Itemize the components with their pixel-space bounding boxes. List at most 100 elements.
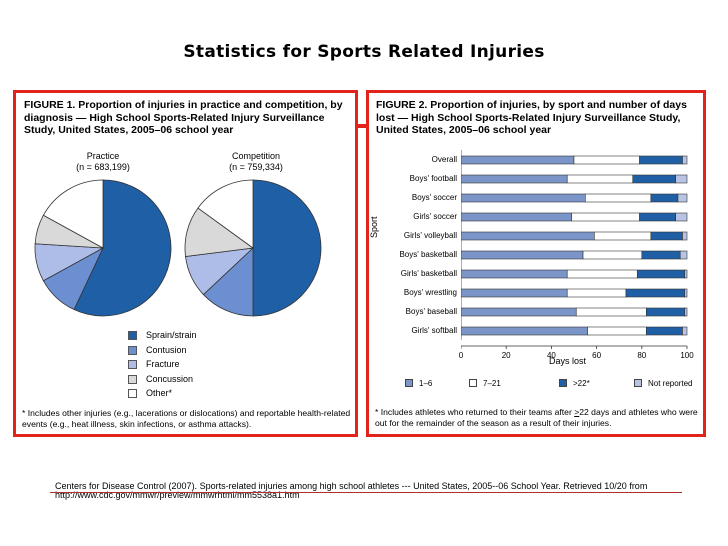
x-tick-label: 80 bbox=[637, 351, 647, 360]
bar-segment bbox=[682, 326, 688, 336]
legend-label: 7–21 bbox=[483, 379, 501, 388]
bar-segment bbox=[677, 193, 688, 203]
pie-slice-competition-1 bbox=[202, 247, 254, 317]
frame-connector bbox=[354, 124, 370, 128]
legend-label: Concussion bbox=[146, 373, 194, 384]
bar-segment bbox=[679, 250, 688, 260]
x-tick-label: 0 bbox=[458, 351, 464, 360]
bar-segment bbox=[675, 174, 688, 184]
bar-segment bbox=[684, 269, 688, 279]
figure2-footnote-value: 22 bbox=[579, 407, 589, 417]
figure2-title-lead: FIGURE 2. bbox=[376, 99, 428, 111]
bar-category-label: Boys' football bbox=[409, 174, 457, 183]
bar-segment bbox=[566, 174, 634, 184]
bar-category-label: Girls' soccer bbox=[413, 212, 457, 221]
figure1-title-text: Proportion of injuries in practice and c… bbox=[24, 99, 343, 136]
bar-category-label: Boys' baseball bbox=[405, 307, 457, 316]
legend-swatch bbox=[559, 379, 567, 387]
pie-competition-n: (n = 759,334) bbox=[229, 162, 283, 172]
bar-segment bbox=[636, 269, 686, 279]
bar-segment bbox=[566, 269, 638, 279]
legend-swatch bbox=[469, 379, 477, 387]
bar-segment bbox=[461, 231, 595, 241]
figure2-footnote: * Includes athletes who returned to thei… bbox=[375, 407, 703, 429]
legend-label: Not reported bbox=[648, 379, 693, 388]
bar-segment bbox=[461, 174, 568, 184]
legend-swatch bbox=[128, 331, 137, 340]
pie-competition-title: Competition bbox=[231, 151, 281, 161]
legend-swatch bbox=[405, 379, 413, 387]
bar-legend-item: 7–21 bbox=[469, 379, 501, 388]
bar-segment bbox=[461, 193, 586, 203]
bar-segment bbox=[461, 326, 588, 336]
bar-segment bbox=[646, 307, 686, 317]
figure2-panel: FIGURE 2. Proportion of injuries, by spo… bbox=[366, 90, 706, 437]
bar-segment bbox=[461, 155, 575, 165]
legend-swatch bbox=[634, 379, 642, 387]
bar-legend-item: Not reported bbox=[634, 379, 692, 388]
bar-segment bbox=[461, 307, 577, 317]
bar-segment bbox=[573, 155, 640, 165]
y-axis-title: Sport bbox=[369, 216, 379, 238]
legend-swatch bbox=[128, 389, 137, 398]
pie-slice-competition-0 bbox=[252, 179, 322, 317]
bar-segment bbox=[587, 326, 647, 336]
figure2-title: FIGURE 2. Proportion of injuries, by spo… bbox=[376, 99, 706, 137]
bar-category-label: Boys' basketball bbox=[399, 250, 457, 259]
bar-category-label: Girls' basketball bbox=[400, 269, 457, 278]
legend-label: 1–6 bbox=[419, 379, 433, 388]
bar-segment bbox=[684, 307, 688, 317]
bar-legend-item: 1–6 bbox=[405, 379, 432, 388]
figure2-footnote-pre: * Includes athletes who returned to thei… bbox=[375, 407, 575, 417]
page-title: Statistics for Sports Related Injuries bbox=[183, 42, 545, 62]
pie-practice-caption: Practice (n = 683,199) bbox=[68, 151, 138, 173]
bar-segment bbox=[646, 326, 683, 336]
figure1-footnote: * Includes other injuries (e.g., lacerat… bbox=[22, 408, 351, 429]
bar-segment bbox=[639, 212, 676, 222]
source-divider bbox=[50, 492, 682, 493]
bar-segment bbox=[461, 269, 568, 279]
x-tick-label: 40 bbox=[546, 351, 556, 360]
pie-slice-practice-4 bbox=[42, 179, 104, 249]
bar-segment bbox=[639, 155, 683, 165]
pie-slice-competition-4 bbox=[197, 179, 254, 249]
bar-category-label: Boys' soccer bbox=[411, 193, 457, 202]
x-tick-label: 100 bbox=[680, 351, 694, 360]
x-axis-title: Days lost bbox=[549, 356, 587, 366]
x-tick-label: 20 bbox=[501, 351, 511, 360]
pie-charts bbox=[34, 179, 322, 317]
bar-segment bbox=[632, 174, 676, 184]
legend-label: Contusion bbox=[146, 344, 187, 355]
bar-segment bbox=[571, 212, 640, 222]
pie-slice-practice-0 bbox=[73, 179, 172, 317]
bar-segment bbox=[575, 307, 647, 317]
pie-competition-caption: Competition (n = 759,334) bbox=[216, 151, 296, 173]
bar-segment bbox=[641, 250, 681, 260]
figure2-footnote-post: days and athletes who were out for the r… bbox=[375, 407, 698, 428]
legend-label: >22* bbox=[573, 379, 590, 388]
figure1-panel: FIGURE 1. Proportion of injuries in prac… bbox=[13, 90, 358, 437]
bar-segment bbox=[461, 250, 584, 260]
bar-segment bbox=[461, 212, 573, 222]
pie-practice-n: (n = 683,199) bbox=[76, 162, 130, 172]
bar-segment bbox=[682, 231, 688, 241]
bar-category-label: Overall bbox=[431, 155, 457, 164]
bar-segment bbox=[582, 250, 643, 260]
legend-label: Sprain/strain bbox=[146, 330, 197, 340]
figure2-footnote-gt: > bbox=[574, 407, 580, 417]
bar-segment bbox=[650, 231, 683, 241]
x-tick-label: 60 bbox=[592, 351, 602, 360]
legend-swatch bbox=[128, 345, 137, 355]
bar-segment bbox=[650, 193, 679, 203]
bar-segment bbox=[585, 193, 652, 203]
figure1-title-lead: FIGURE 1. bbox=[24, 99, 76, 111]
figure2-title-text: Proportion of injuries, by sport and num… bbox=[376, 99, 687, 136]
pie-practice-title: Practice bbox=[86, 151, 120, 161]
bar-category-label: Girls' softball bbox=[411, 326, 457, 335]
bar-segment bbox=[594, 231, 652, 241]
legend-swatch bbox=[128, 360, 137, 369]
stacked-bar-chart bbox=[461, 150, 688, 349]
bar-category-label: Boys' wrestling bbox=[403, 288, 457, 297]
bar-segment bbox=[684, 288, 688, 298]
bar-legend-item: >22* bbox=[559, 379, 590, 388]
